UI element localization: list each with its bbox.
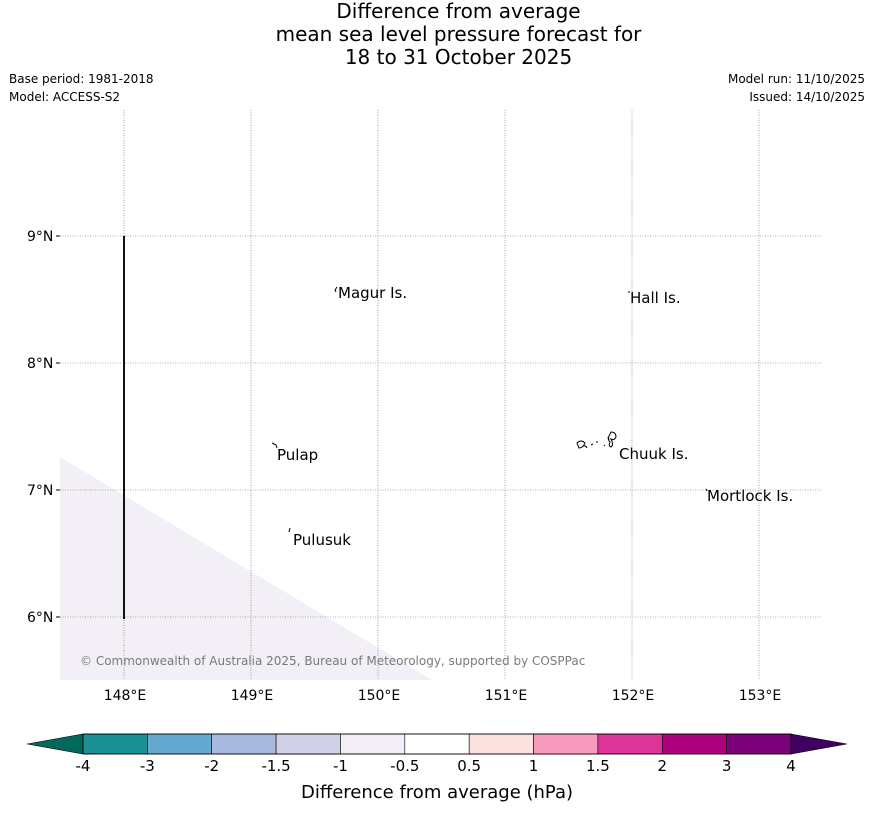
colorbar-tick-label: -4 — [76, 757, 91, 775]
lon-label-153e: 153°E — [739, 688, 782, 704]
colorbar-tick-label: 2 — [657, 757, 667, 775]
lat-label-9n: 9°N — [27, 229, 53, 245]
island-magur — [334, 286, 338, 293]
colorbar-tick-label: -3 — [140, 757, 155, 775]
model-run: Model run: 11/10/2025 — [727, 72, 865, 86]
lon-label-151e: 151°E — [485, 688, 528, 704]
colorbar-segment — [597, 733, 663, 755]
lat-label-7n: 7°N — [27, 483, 53, 499]
colorbar-label: Difference from average (hPa) — [301, 782, 573, 803]
colorbar-tick-label: 1.5 — [586, 757, 610, 775]
title-line-1: Difference from average — [336, 0, 581, 23]
meta-right: Model run: 11/10/2025 Issued: 14/10/2025 — [728, 70, 865, 106]
place-label-pulap: Pulap — [277, 446, 318, 464]
lat-gridlines — [60, 235, 822, 618]
colorbar-segment — [211, 733, 277, 755]
colorbar-frame — [82, 733, 792, 755]
lon-axis: 148°E 149°E 150°E 151°E 152°E 153°E — [104, 688, 782, 704]
colorbar-tick-label: 4 — [786, 757, 796, 775]
colorbar-low-extend — [26, 733, 84, 755]
island-pulap — [271, 442, 278, 449]
place-label-magur: Magur Is. — [338, 284, 407, 302]
colorbar-segment — [404, 733, 470, 755]
colorbar-tick-label: -2 — [204, 757, 219, 775]
lon-label-152e: 152°E — [612, 688, 655, 704]
island-mortlock — [705, 488, 708, 492]
colorbar-segment — [147, 733, 213, 755]
title-line-3: 18 to 31 October 2025 — [344, 45, 573, 69]
colorbar-segments — [82, 733, 792, 755]
place-label-pulusuk: Pulusuk — [293, 531, 351, 549]
lon-label-148e: 148°E — [104, 688, 147, 704]
colorbar-high-extend — [790, 733, 848, 755]
island-chuuk — [576, 431, 617, 449]
lon-label-150e: 150°E — [358, 688, 401, 704]
shaded-region — [60, 457, 432, 680]
colorbar-segment — [533, 733, 599, 755]
colorbar-tick-label: -0.5 — [390, 757, 419, 775]
place-label-hall: Hall Is. — [630, 289, 681, 307]
chart-title: Difference from average mean sea level p… — [0, 0, 873, 69]
issued-date: Issued: 14/10/2025 — [749, 90, 865, 104]
lat-axis: 9°N 8°N 7°N 6°N — [27, 229, 60, 626]
colorbar-tick-label: -1 — [333, 757, 348, 775]
colorbar-tick-label: 1 — [529, 757, 539, 775]
model-name: Model: ACCESS-S2 — [9, 90, 121, 104]
lat-label-6n: 6°N — [27, 610, 53, 626]
colorbar-segment — [82, 733, 148, 755]
copyright-note: © Commonwealth of Australia 2025, Bureau… — [80, 654, 585, 668]
place-labels: Magur Is. Hall Is. Pulap Chuuk Is. Mortl… — [277, 284, 793, 549]
lat-label-8n: 8°N — [27, 356, 53, 372]
colorbar-segment — [661, 733, 727, 755]
colorbar-tick-label: 0.5 — [457, 757, 481, 775]
island-pulusuk — [288, 527, 291, 533]
colorbar: -4 -3 -2 -1.5 -1 -0.5 0.5 1 1.5 2 3 4 Difference fr… — [26, 733, 848, 803]
place-label-chuuk: Chuuk Is. — [619, 445, 688, 463]
lon-label-149e: 149°E — [231, 688, 274, 704]
meta-left: Base period: 1981-2018 Model: ACCESS-S2 — [9, 70, 154, 106]
colorbar-tick-label: -1.5 — [261, 757, 290, 775]
colorbar-segment — [468, 733, 534, 755]
title-line-2: mean sea level pressure forecast for — [275, 22, 642, 46]
base-period: Base period: 1981-2018 — [9, 72, 154, 86]
colorbar-segment — [340, 733, 406, 755]
islands — [271, 286, 708, 533]
colorbar-segment — [275, 733, 341, 755]
colorbar-segment — [726, 733, 792, 755]
place-label-mortlock: Mortlock Is. — [707, 487, 793, 505]
colorbar-ticks: -4 -3 -2 -1.5 -1 -0.5 0.5 1 1.5 2 3 4 — [76, 757, 796, 775]
colorbar-tick-label: 3 — [722, 757, 732, 775]
